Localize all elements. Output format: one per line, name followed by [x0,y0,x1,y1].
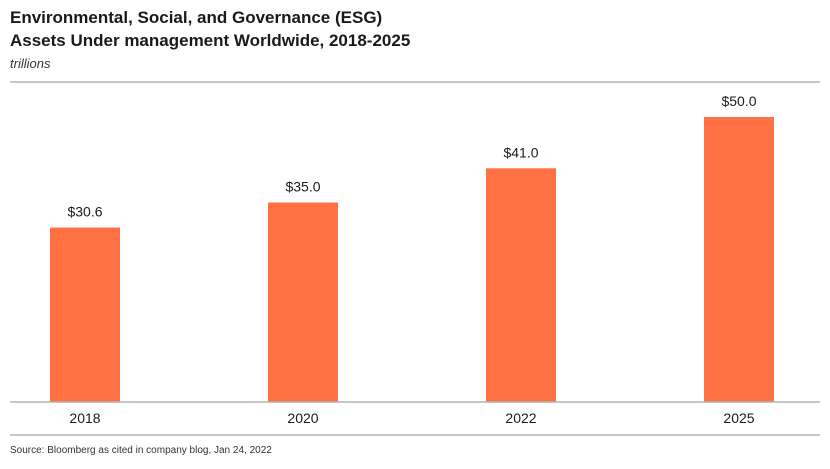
chart-title-line-1: Environmental, Social, and Governance (E… [10,8,383,27]
x-tick-label-2025: 2025 [723,410,754,426]
x-tick-label-2022: 2022 [505,410,536,426]
chart-title-line-2: Assets Under management Worldwide, 2018-… [10,31,411,50]
bar-2020 [268,202,338,402]
bar-2018 [50,227,120,402]
value-label-2020: $35.0 [285,179,320,195]
value-labels-group: $30.6 $35.0 $41.0 $50.0 [67,93,756,220]
bar-2022 [486,168,556,402]
chart-title: Environmental, Social, and Governance (E… [10,6,810,52]
x-tick-label-2018: 2018 [69,410,100,426]
source-note: Source: Bloomberg as cited in company bl… [10,445,272,456]
bars-group [50,117,774,402]
x-tick-label-2020: 2020 [287,410,318,426]
value-label-2025: $50.0 [721,93,756,109]
bar-chart: $30.6 $35.0 $41.0 $50.0 2018 2020 2022 2025 [10,81,820,436]
bar-2025 [704,117,774,402]
chart-subtitle: trillions [10,56,51,71]
x-tick-labels-group: 2018 2020 2022 2025 [69,410,754,426]
value-label-2022: $41.0 [503,144,538,160]
value-label-2018: $30.6 [67,204,102,220]
